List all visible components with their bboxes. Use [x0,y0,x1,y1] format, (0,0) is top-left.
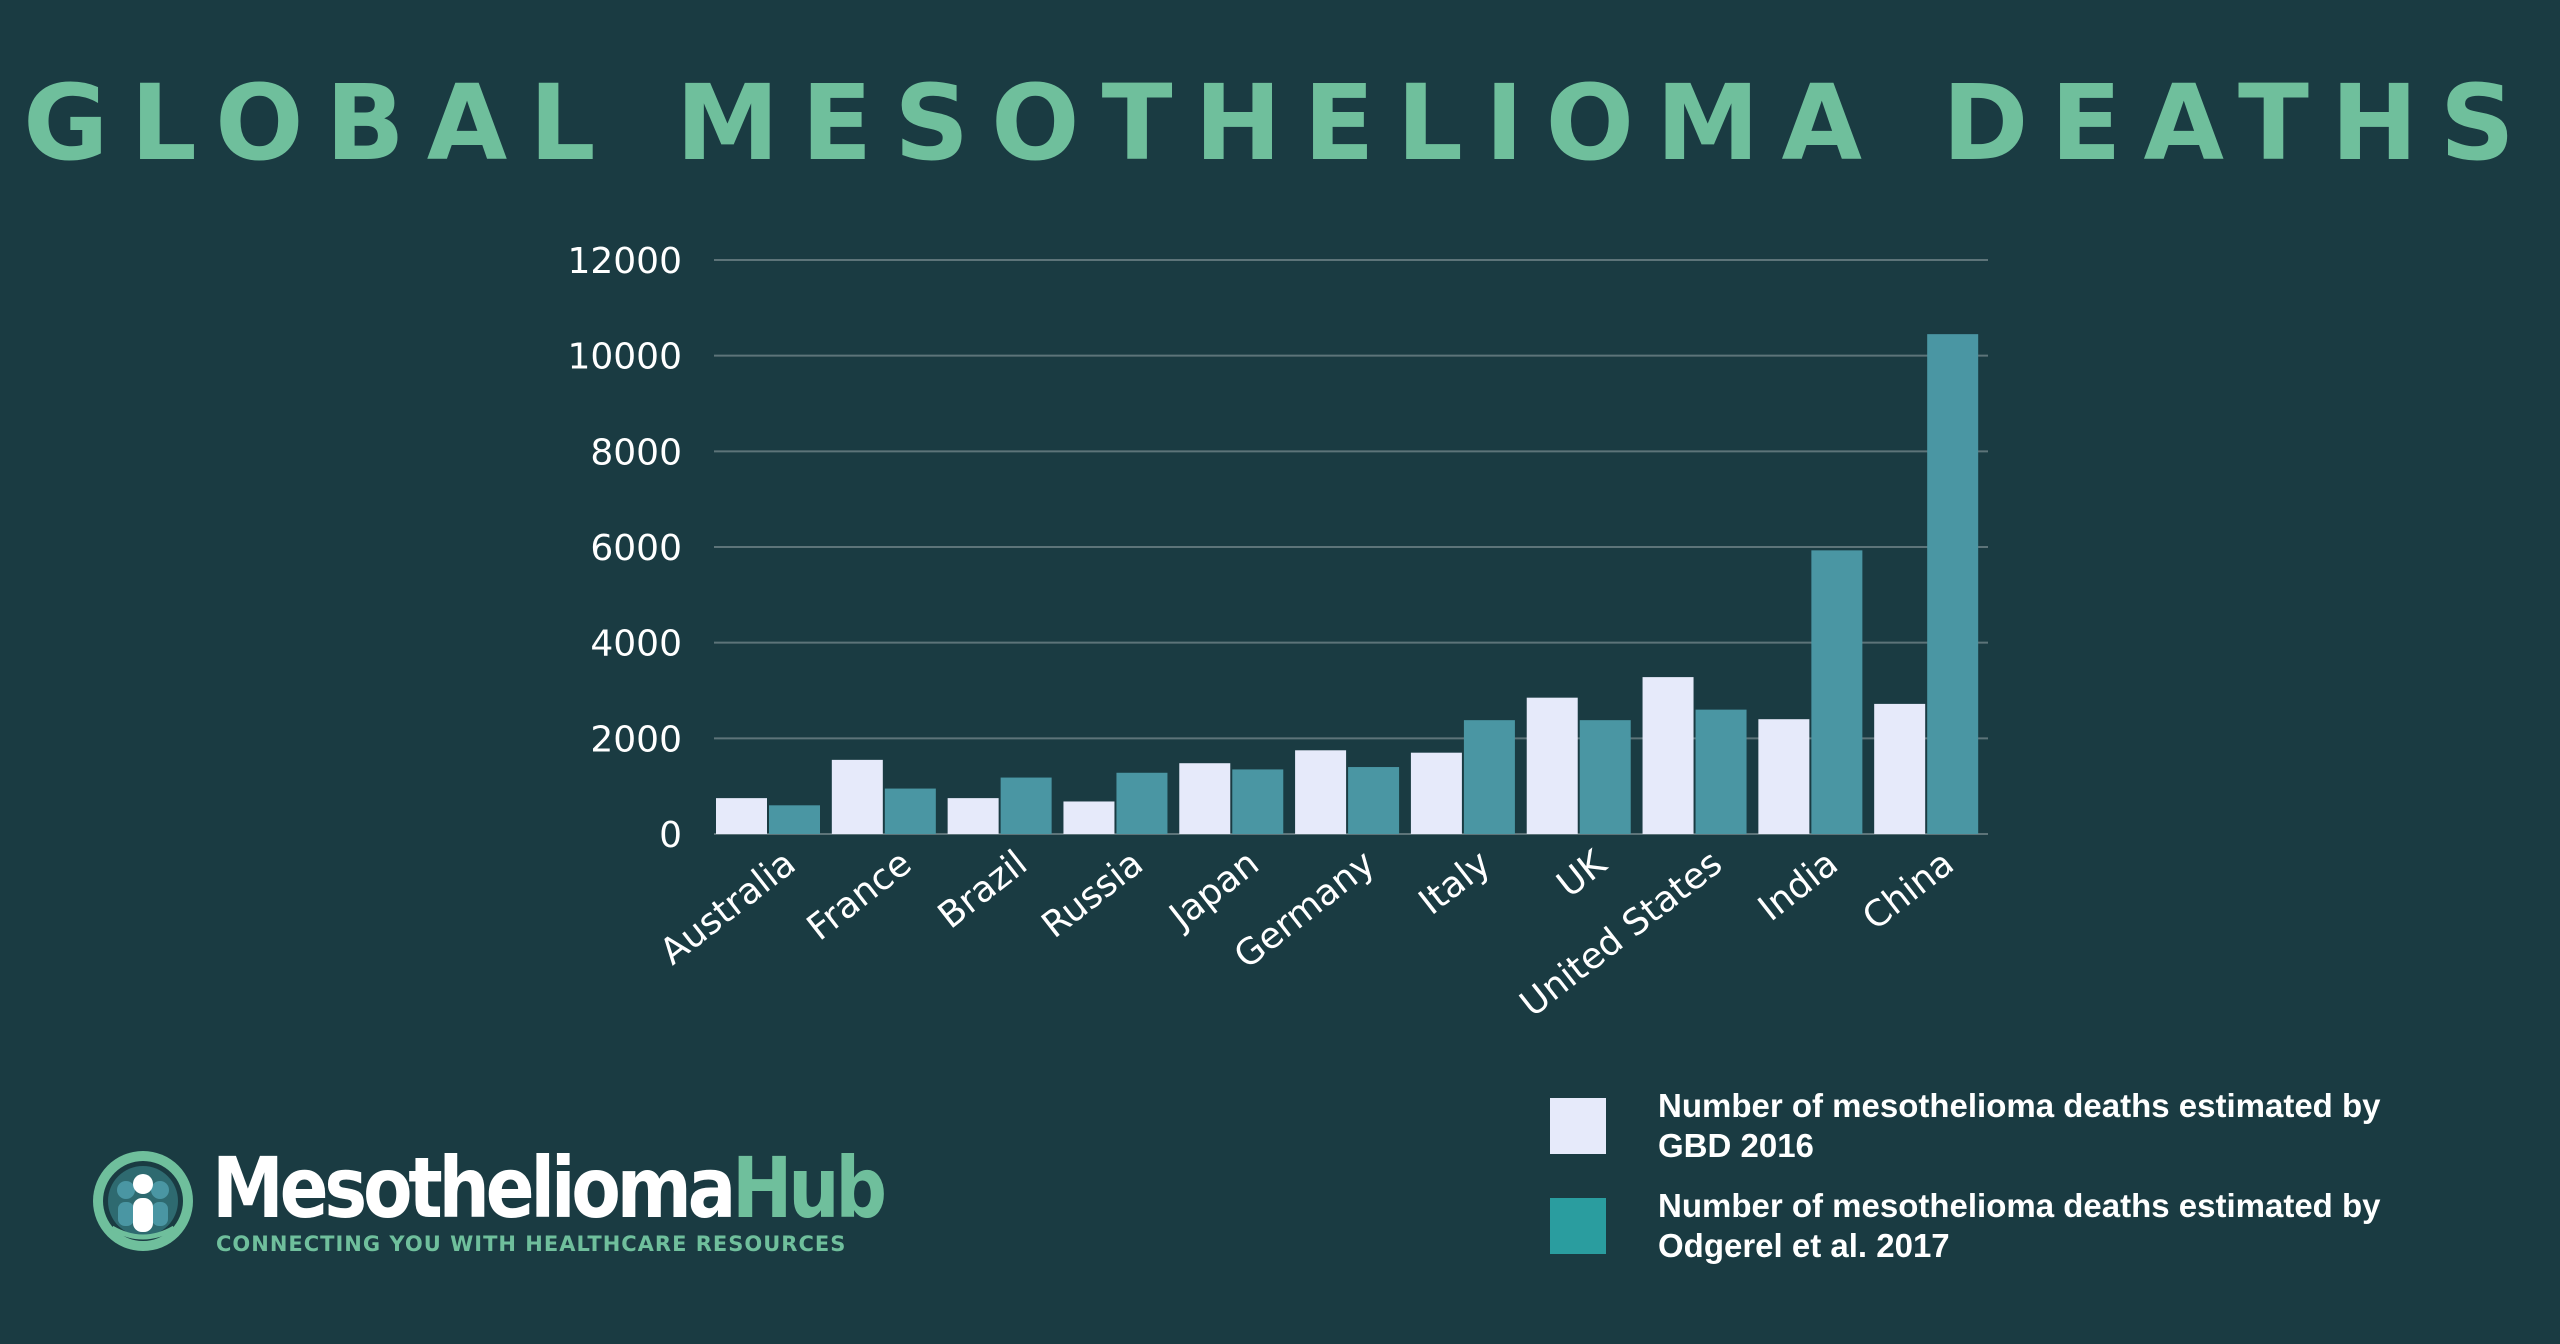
y-tick-label-4000: 4000 [590,624,682,665]
bar-italy-series-2 [1463,720,1515,834]
legend: Number of mesothelioma deaths estimated … [1550,1086,2450,1286]
y-tick-label-0: 0 [659,815,682,856]
logo-wordmark-accent: Hub [732,1139,887,1237]
logo-wordmark: MesotheliomaHub [212,1139,887,1237]
bar-brazil-series-2 [1000,777,1052,834]
x-tick-label-japan: Japan [1161,843,1267,938]
legend-item-odgerel: Number of mesothelioma deaths estimated … [1550,1186,2450,1286]
bar-uk-series-2 [1579,720,1631,834]
bar-germany-series-2 [1348,767,1400,834]
x-tick-label-brazil: Brazil [931,843,1035,937]
logo-wordmark-main: Mesothelioma [212,1139,736,1237]
people-in-circle-icon [93,1151,193,1251]
chart-title: GLOBAL MESOTHELIOMA DEATHS [23,62,2537,184]
x-tick-label-france: France [800,843,920,949]
legend-item-gbd: Number of mesothelioma deaths estimated … [1550,1086,2450,1186]
y-tick-label-10000: 10000 [567,337,682,378]
bar-australia-series-1 [716,798,767,834]
legend-label-odgerel: Number of mesothelioma deaths estimated … [1658,1187,2381,1264]
bar-china-series-1 [1874,703,1926,834]
x-tick-label-uk: UK [1550,842,1616,906]
bar-united-states-series-2 [1695,709,1747,834]
bar-groups [716,334,1979,834]
x-tick-label-india: India [1751,843,1846,930]
bar-uk-series-1 [1526,697,1578,834]
y-tick-label-12000: 12000 [567,241,682,282]
legend-label-gbd: Number of mesothelioma deaths estimated … [1658,1087,2381,1164]
bar-united-states-series-1 [1642,677,1694,834]
bar-japan-series-1 [1179,763,1231,834]
bar-brazil-series-1 [947,798,999,834]
bar-italy-series-1 [1410,752,1462,834]
y-tick-label-2000: 2000 [590,719,682,760]
bar-russia-series-1 [1063,801,1115,834]
bar-india-series-1 [1758,719,1810,834]
bar-australia-series-2 [769,805,820,834]
bar-india-series-2 [1811,550,1863,834]
logo-tagline: CONNECTING YOU WITH HEALTHCARE RESOURCES [216,1232,847,1256]
bar-france-series-1 [831,759,883,834]
legend-swatch-gbd [1550,1098,1606,1154]
x-tick-label-united-states: United States [1513,843,1730,1025]
y-tick-label-8000: 8000 [590,432,682,473]
x-tick-label-china: China [1855,843,1961,939]
bar-russia-series-2 [1116,772,1168,834]
bar-china-series-2 [1927,334,1979,834]
bar-germany-series-1 [1295,750,1347,834]
y-axis-tick-labels: 0 2000 4000 6000 8000 10000 12000 [567,241,682,856]
y-tick-label-6000: 6000 [590,528,682,569]
mesothelioma-hub-logo: MesotheliomaHub CONNECTING YOU WITH HEAL… [90,1140,887,1270]
legend-swatch-odgerel [1550,1198,1606,1254]
x-tick-label-italy: Italy [1412,843,1499,923]
x-tick-label-russia: Russia [1034,843,1150,947]
bar-japan-series-2 [1232,769,1284,834]
bar-france-series-2 [884,788,936,834]
x-tick-label-australia: Australia [653,843,804,973]
